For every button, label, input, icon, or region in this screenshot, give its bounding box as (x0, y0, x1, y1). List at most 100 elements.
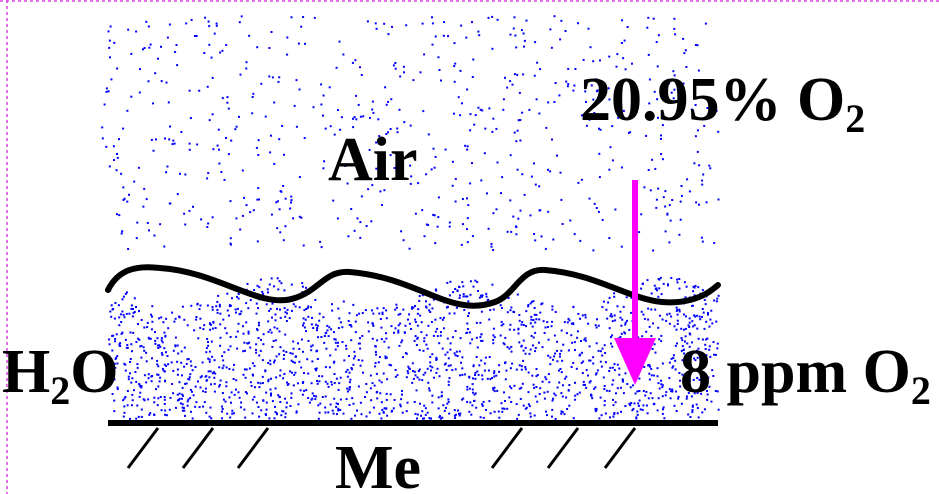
dot (279, 308, 281, 311)
dot (431, 394, 434, 397)
dot (511, 83, 514, 86)
dot (183, 318, 186, 321)
dot (223, 178, 226, 181)
dot (593, 112, 596, 114)
dot (385, 392, 388, 395)
dot (627, 131, 630, 134)
dot (620, 332, 623, 335)
dot (225, 332, 228, 335)
dot (324, 395, 327, 398)
dot (678, 233, 681, 236)
dot (160, 337, 163, 340)
dot (338, 382, 341, 385)
dot (629, 404, 632, 407)
dot (111, 308, 114, 311)
dot (188, 142, 191, 145)
dot (131, 393, 134, 396)
dot (121, 298, 124, 301)
dot (176, 373, 179, 376)
dot (440, 395, 443, 398)
dot (243, 196, 246, 199)
dot (651, 397, 654, 400)
dot (445, 406, 447, 409)
air-label: Air (328, 126, 418, 194)
dot (203, 324, 206, 327)
dot (216, 309, 219, 311)
dot (611, 383, 614, 386)
dot (520, 386, 523, 389)
water-surface (105, 264, 721, 309)
dot (154, 331, 156, 334)
dot (506, 311, 509, 314)
dot (449, 342, 452, 345)
dot (606, 317, 609, 320)
dot (155, 388, 157, 391)
dot (717, 408, 720, 411)
dot (702, 385, 705, 388)
water-label: H2O (2, 338, 118, 413)
dot (229, 336, 232, 338)
dot (470, 413, 473, 416)
dot (435, 358, 438, 361)
dot (348, 404, 351, 406)
dot (603, 385, 606, 387)
dot (248, 34, 251, 37)
dot (573, 233, 576, 236)
dot (337, 388, 340, 391)
dot (510, 345, 513, 348)
dot (690, 108, 693, 111)
dot (126, 404, 129, 407)
dot (116, 156, 119, 159)
dot (539, 311, 542, 314)
dot (543, 332, 546, 334)
dot (468, 410, 471, 413)
dot (539, 209, 542, 212)
dot (515, 368, 518, 371)
dot (186, 404, 189, 407)
dot (574, 68, 577, 70)
dot (592, 362, 595, 365)
dot (483, 362, 486, 365)
dot (209, 328, 212, 331)
dot (219, 344, 222, 347)
dot (661, 124, 664, 127)
dot (527, 303, 530, 306)
dot (661, 384, 664, 387)
dot (410, 328, 412, 330)
dot (372, 111, 375, 114)
dot (672, 365, 675, 368)
dot (292, 384, 295, 387)
dot (323, 160, 326, 163)
dot (295, 411, 298, 414)
dot (689, 416, 692, 418)
dot (568, 404, 571, 407)
dot (109, 25, 112, 28)
dot (222, 359, 225, 362)
dot (715, 320, 718, 323)
dot (385, 398, 388, 401)
dot (585, 369, 588, 371)
dot (510, 401, 513, 403)
dot (474, 377, 477, 380)
dot (422, 373, 425, 376)
dot (687, 352, 690, 354)
dot (431, 307, 434, 310)
dot (184, 414, 186, 417)
dot (688, 317, 691, 320)
dot (602, 376, 605, 379)
dot (701, 411, 704, 414)
dot (674, 33, 677, 36)
dot (409, 182, 412, 185)
dot (500, 324, 503, 327)
dot (267, 330, 270, 333)
dot (143, 326, 146, 329)
dot (683, 352, 686, 355)
dot (697, 337, 700, 340)
dot (595, 372, 598, 375)
dot (652, 17, 655, 20)
dot (552, 238, 555, 241)
dot (486, 377, 489, 380)
dot (698, 315, 701, 318)
dot (657, 34, 660, 37)
